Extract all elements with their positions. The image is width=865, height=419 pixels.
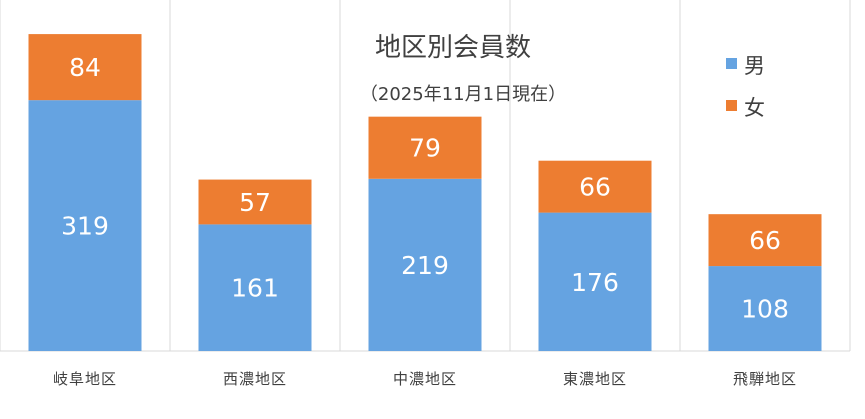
bar-male — [198, 224, 312, 351]
legend-swatch — [726, 100, 737, 111]
data-label: 161 — [231, 274, 279, 303]
bar-female — [368, 116, 482, 179]
bar-female — [198, 179, 312, 225]
category-tick-label: 東濃地区 — [563, 370, 627, 388]
category-tick-label: 中濃地区 — [393, 370, 457, 388]
bar-male — [708, 266, 822, 351]
legend-label: 女 — [744, 96, 765, 120]
data-label: 176 — [571, 268, 619, 297]
data-labels: 319 84 161 57 219 79 176 66 108 66 — [61, 53, 789, 323]
data-label: 219 — [401, 251, 449, 280]
data-label: 66 — [749, 226, 781, 255]
bar-male — [538, 212, 652, 351]
bars — [28, 34, 822, 352]
data-label: 79 — [409, 134, 441, 163]
legend-label: 男 — [744, 54, 765, 78]
bar-female — [538, 160, 652, 213]
category-tick-label: 岐阜地区 — [53, 370, 117, 388]
category-tick-labels: 岐阜地区 西濃地区 中濃地区 東濃地区 飛騨地区 — [53, 370, 797, 388]
bar-female — [28, 34, 142, 101]
chart-subtitle: （2025年11月1日現在） — [360, 84, 566, 105]
data-label: 66 — [579, 173, 611, 202]
data-label: 57 — [239, 188, 271, 217]
bar-male — [368, 178, 482, 351]
data-label: 84 — [69, 53, 101, 82]
legend: 男女 — [726, 54, 765, 120]
bar-female — [708, 214, 822, 267]
category-tick-label: 飛騨地区 — [733, 370, 797, 388]
bar-male — [28, 100, 142, 352]
category-tick-label: 西濃地区 — [223, 370, 287, 388]
data-label: 319 — [61, 212, 109, 241]
data-label: 108 — [741, 295, 789, 324]
legend-swatch — [726, 58, 737, 69]
chart-title: 地区別会員数 — [375, 33, 531, 63]
